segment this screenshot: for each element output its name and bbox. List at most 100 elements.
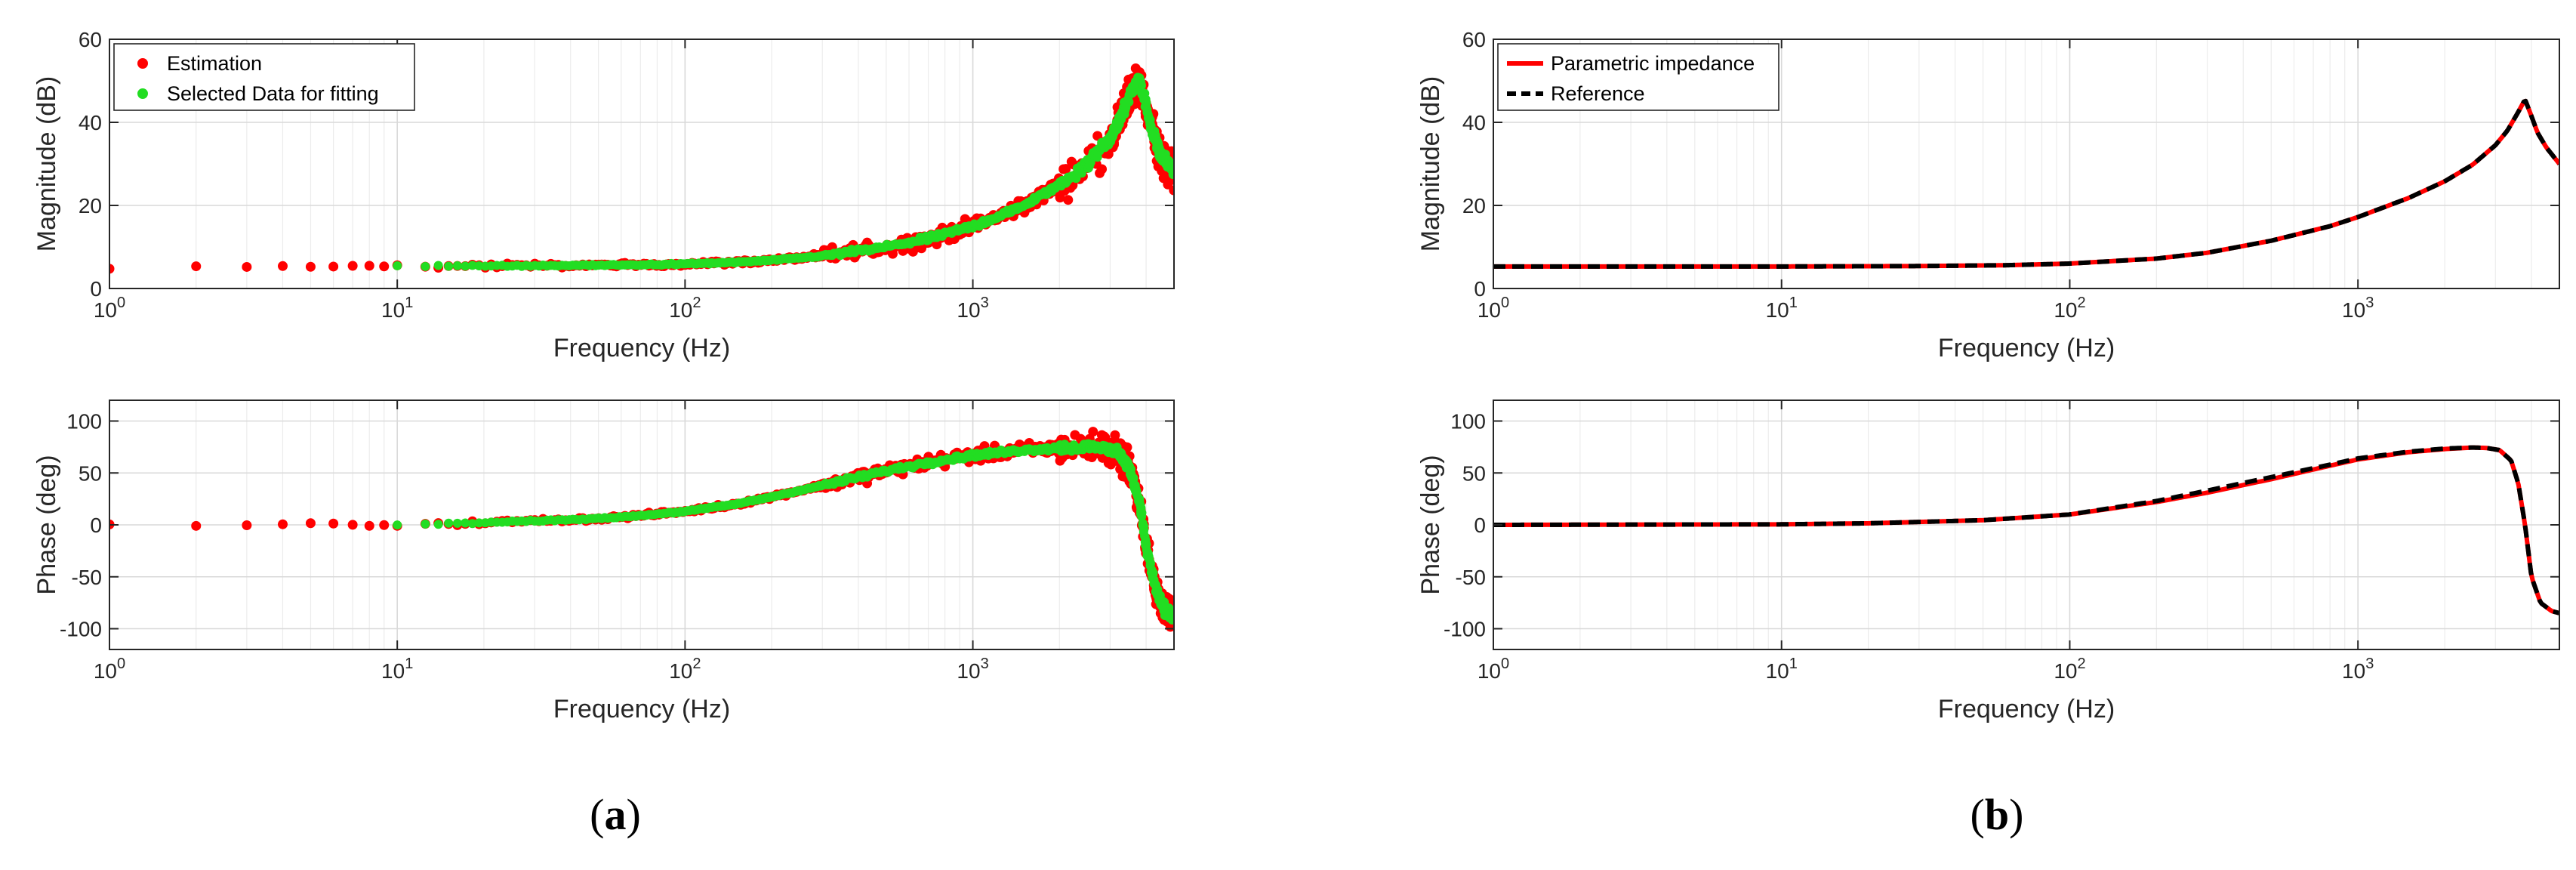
data-point xyxy=(1145,119,1155,129)
y-tick-label: -100 xyxy=(60,618,102,641)
tick-marks xyxy=(1493,400,2559,649)
data-point xyxy=(1131,486,1141,495)
x-tick-label: 101 xyxy=(381,656,413,683)
data-point xyxy=(305,518,316,529)
data-point xyxy=(1110,430,1120,440)
data-point xyxy=(467,261,477,270)
data-point xyxy=(1130,77,1140,87)
data-point xyxy=(1127,474,1137,483)
data-point xyxy=(1063,195,1074,205)
y-tick-label: 20 xyxy=(79,194,102,218)
data-point xyxy=(421,519,430,529)
chart-a-phase: 100 101 102 103 -100 -50 0 50 100 Frequency (Hz) P… xyxy=(32,400,1175,723)
data-point xyxy=(1139,527,1148,537)
data-point xyxy=(1113,118,1123,128)
data-point xyxy=(328,518,339,529)
data-point xyxy=(1120,110,1129,119)
y-tick-label: 0 xyxy=(90,514,102,537)
data-point xyxy=(277,519,288,529)
x-tick-label: 101 xyxy=(1766,295,1798,322)
series-reference xyxy=(1493,98,2559,269)
data-point xyxy=(1148,569,1158,578)
y-tick-label: 50 xyxy=(1462,461,1486,485)
data-point xyxy=(379,261,390,272)
x-tick-label: 103 xyxy=(2342,295,2374,322)
x-tick-label: 100 xyxy=(94,656,125,683)
data-point xyxy=(242,261,252,272)
x-axis-label: Frequency (Hz) xyxy=(553,334,730,362)
data-point xyxy=(1161,159,1171,169)
x-tick-label: 101 xyxy=(1766,656,1798,683)
tick-marks xyxy=(1493,39,2559,289)
y-tick-label: 0 xyxy=(90,277,102,301)
data-point xyxy=(444,261,454,271)
axes-box xyxy=(109,39,1175,289)
data-point xyxy=(452,261,462,270)
data-point xyxy=(1165,609,1174,619)
data-point xyxy=(1145,559,1155,569)
legend-label: Selected Data for fitting xyxy=(167,82,379,105)
data-point xyxy=(452,518,462,528)
series-line xyxy=(1493,445,2559,615)
data-point xyxy=(242,520,252,531)
x-axis-label: Frequency (Hz) xyxy=(1938,695,2115,723)
legend-label: Reference xyxy=(1551,82,1645,105)
x-tick-label: 103 xyxy=(957,295,988,322)
axes-box xyxy=(1493,39,2560,289)
y-tick-label: 40 xyxy=(1462,111,1486,134)
x-tick-label: 100 xyxy=(94,295,125,322)
y-tick-label: 60 xyxy=(1462,28,1486,51)
y-tick-label: 100 xyxy=(66,410,102,433)
x-tick-label: 102 xyxy=(2054,295,2085,322)
y-tick-label: 20 xyxy=(1462,194,1486,218)
legend-label: Parametric impedance xyxy=(1551,52,1755,75)
series-selected-data-for-fitting xyxy=(393,439,1174,625)
data-layer xyxy=(109,427,1174,632)
data-point xyxy=(444,518,454,528)
y-tick-label: 0 xyxy=(1474,514,1486,537)
caption-a: (a) xyxy=(590,790,641,839)
y-tick-label: -100 xyxy=(1444,618,1486,641)
legend-marker xyxy=(137,58,148,69)
y-axis-label: Phase (deg) xyxy=(32,455,61,594)
series-selected-data-for-fitting xyxy=(393,72,1174,271)
tick-marks xyxy=(109,400,1174,649)
data-point xyxy=(1169,185,1174,196)
data-point xyxy=(191,520,202,531)
x-tick-label: 100 xyxy=(1478,656,1509,683)
data-point xyxy=(1169,170,1174,180)
legend-label: Estimation xyxy=(167,52,262,75)
data-point xyxy=(1151,580,1160,590)
x-tick-label: 102 xyxy=(669,656,701,683)
data-point xyxy=(328,261,339,272)
data-point xyxy=(1097,164,1108,174)
data-point xyxy=(1061,164,1071,174)
data-point xyxy=(1120,98,1129,108)
data-point xyxy=(364,261,374,271)
y-tick-label: 50 xyxy=(79,461,102,485)
data-point xyxy=(433,261,443,270)
data-point xyxy=(1144,551,1154,561)
legend-marker xyxy=(137,88,148,99)
series-line xyxy=(1493,98,2559,269)
data-layer xyxy=(109,63,1174,274)
y-axis-label: Phase (deg) xyxy=(1416,455,1445,594)
data-point xyxy=(347,261,358,271)
data-point xyxy=(1102,137,1111,147)
legend: Estimation Selected Data for fitting xyxy=(113,43,415,111)
data-point xyxy=(347,520,358,530)
data-point xyxy=(461,518,470,528)
data-layer xyxy=(1493,98,2559,269)
data-point xyxy=(461,261,470,271)
data-point xyxy=(393,520,402,530)
y-axis-label: Magnitude (dB) xyxy=(32,76,61,251)
data-point xyxy=(1141,541,1151,551)
data-point xyxy=(277,261,288,271)
data-point xyxy=(467,519,477,529)
chart-b-phase: 100 101 102 103 -100 -50 0 50 100 Frequency (Hz) P… xyxy=(1416,400,2560,723)
legend-box xyxy=(1497,43,1779,111)
data-point xyxy=(1077,168,1086,178)
legend-box xyxy=(113,43,415,111)
series-reference xyxy=(1493,445,2559,615)
